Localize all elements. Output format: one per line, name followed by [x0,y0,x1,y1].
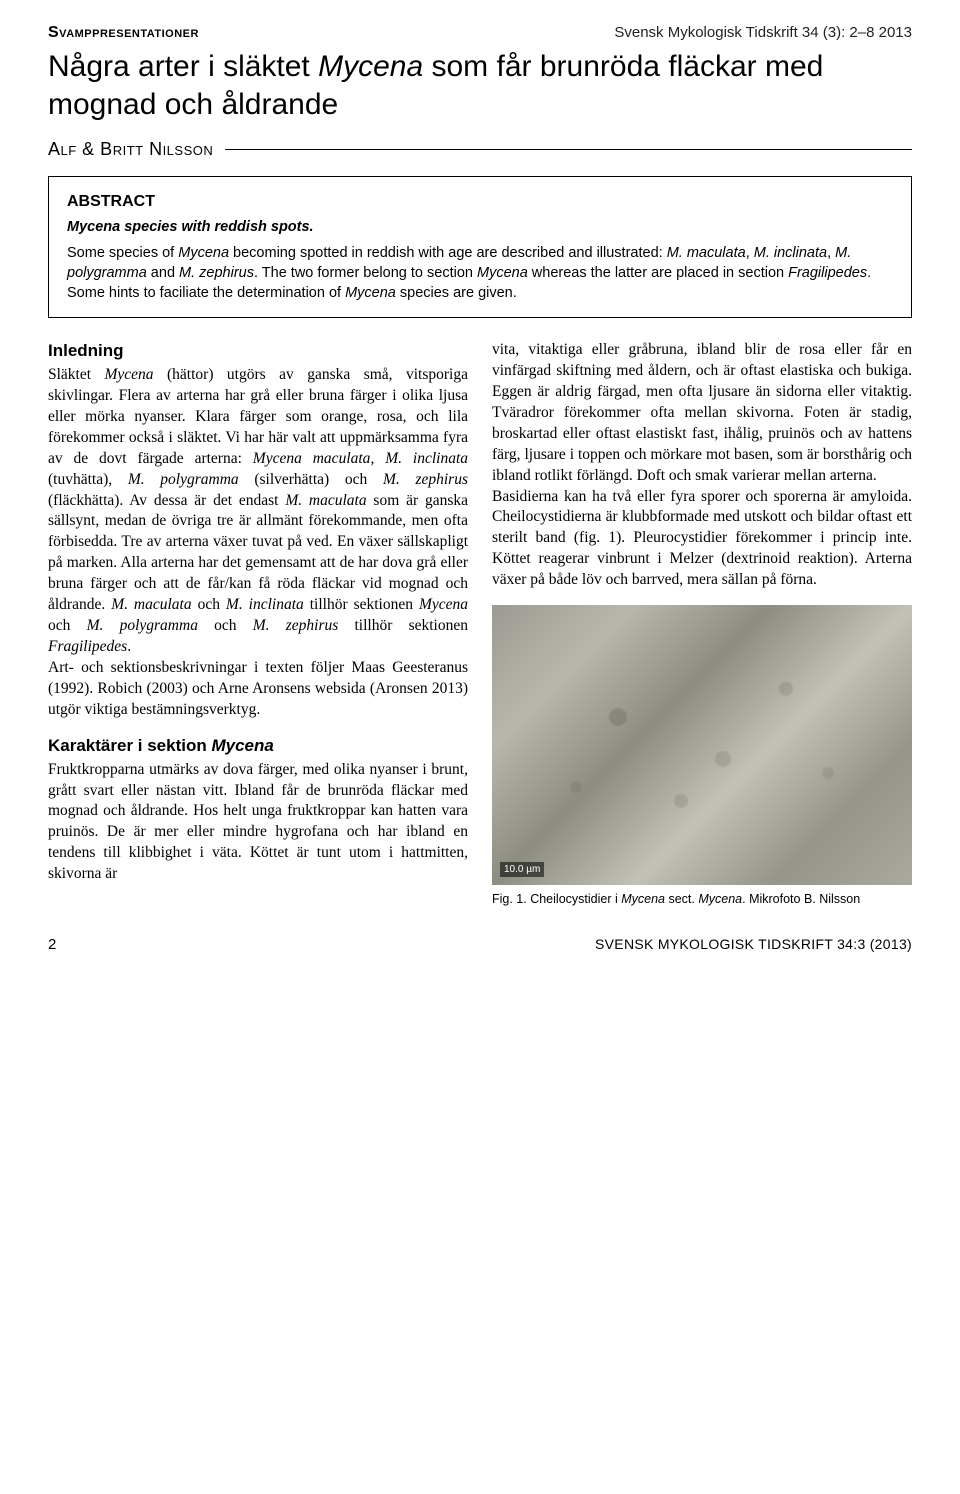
right-p1: vita, vitaktiga eller gråbruna, ibland b… [492,340,912,486]
header-row: Svamppresentationer Svensk Mykologisk Ti… [48,24,912,42]
right-p2: Basidierna kan ha två eller fyra sporer … [492,487,912,592]
page-number: 2 [48,936,56,953]
left-column: Inledning Släktet Mycena (hättor) utgörs… [48,340,468,908]
category-label: Svamppresentationer [48,24,199,42]
figure-1-caption: Fig. 1. Cheilocystidier i Mycena sect. M… [492,891,912,908]
abstract-box: ABSTRACT Mycena species with reddish spo… [48,176,912,318]
author-names: Alf & Britt Nilsson [48,139,213,160]
article-title: Några arter i släktet Mycena som får bru… [48,48,912,123]
section-heading-karaktarer: Karaktärer i sektion Mycena [48,735,468,758]
left-p3: Fruktkropparna utmärks av dova färger, m… [48,760,468,886]
footer-journal: SVENSK MYKOLOGISK TIDSKRIFT 34:3 (2013) [595,936,912,952]
body-columns: Inledning Släktet Mycena (hättor) utgörs… [48,340,912,908]
author-rule [225,149,912,150]
left-p2: Art- och sektionsbeskrivningar i texten … [48,658,468,721]
journal-reference: Svensk Mykologisk Tidskrift 34 (3): 2–8 … [614,24,912,41]
section-heading-inledning: Inledning [48,340,468,363]
author-row: Alf & Britt Nilsson [48,139,912,160]
figure-1-image: 10.0 µm [492,605,912,885]
figure-scalebar: 10.0 µm [500,862,544,878]
abstract-heading: ABSTRACT [67,191,893,213]
abstract-subheading: Mycena species with reddish spots. [67,217,893,237]
abstract-body: Some species of Mycena becoming spotted … [67,243,893,303]
page-footer: 2 SVENSK MYKOLOGISK TIDSKRIFT 34:3 (2013… [48,936,912,953]
right-column: vita, vitaktiga eller gråbruna, ibland b… [492,340,912,908]
figure-1: 10.0 µm Fig. 1. Cheilocystidier i Mycena… [492,605,912,908]
left-p1: Släktet Mycena (hättor) utgörs av ganska… [48,365,468,658]
